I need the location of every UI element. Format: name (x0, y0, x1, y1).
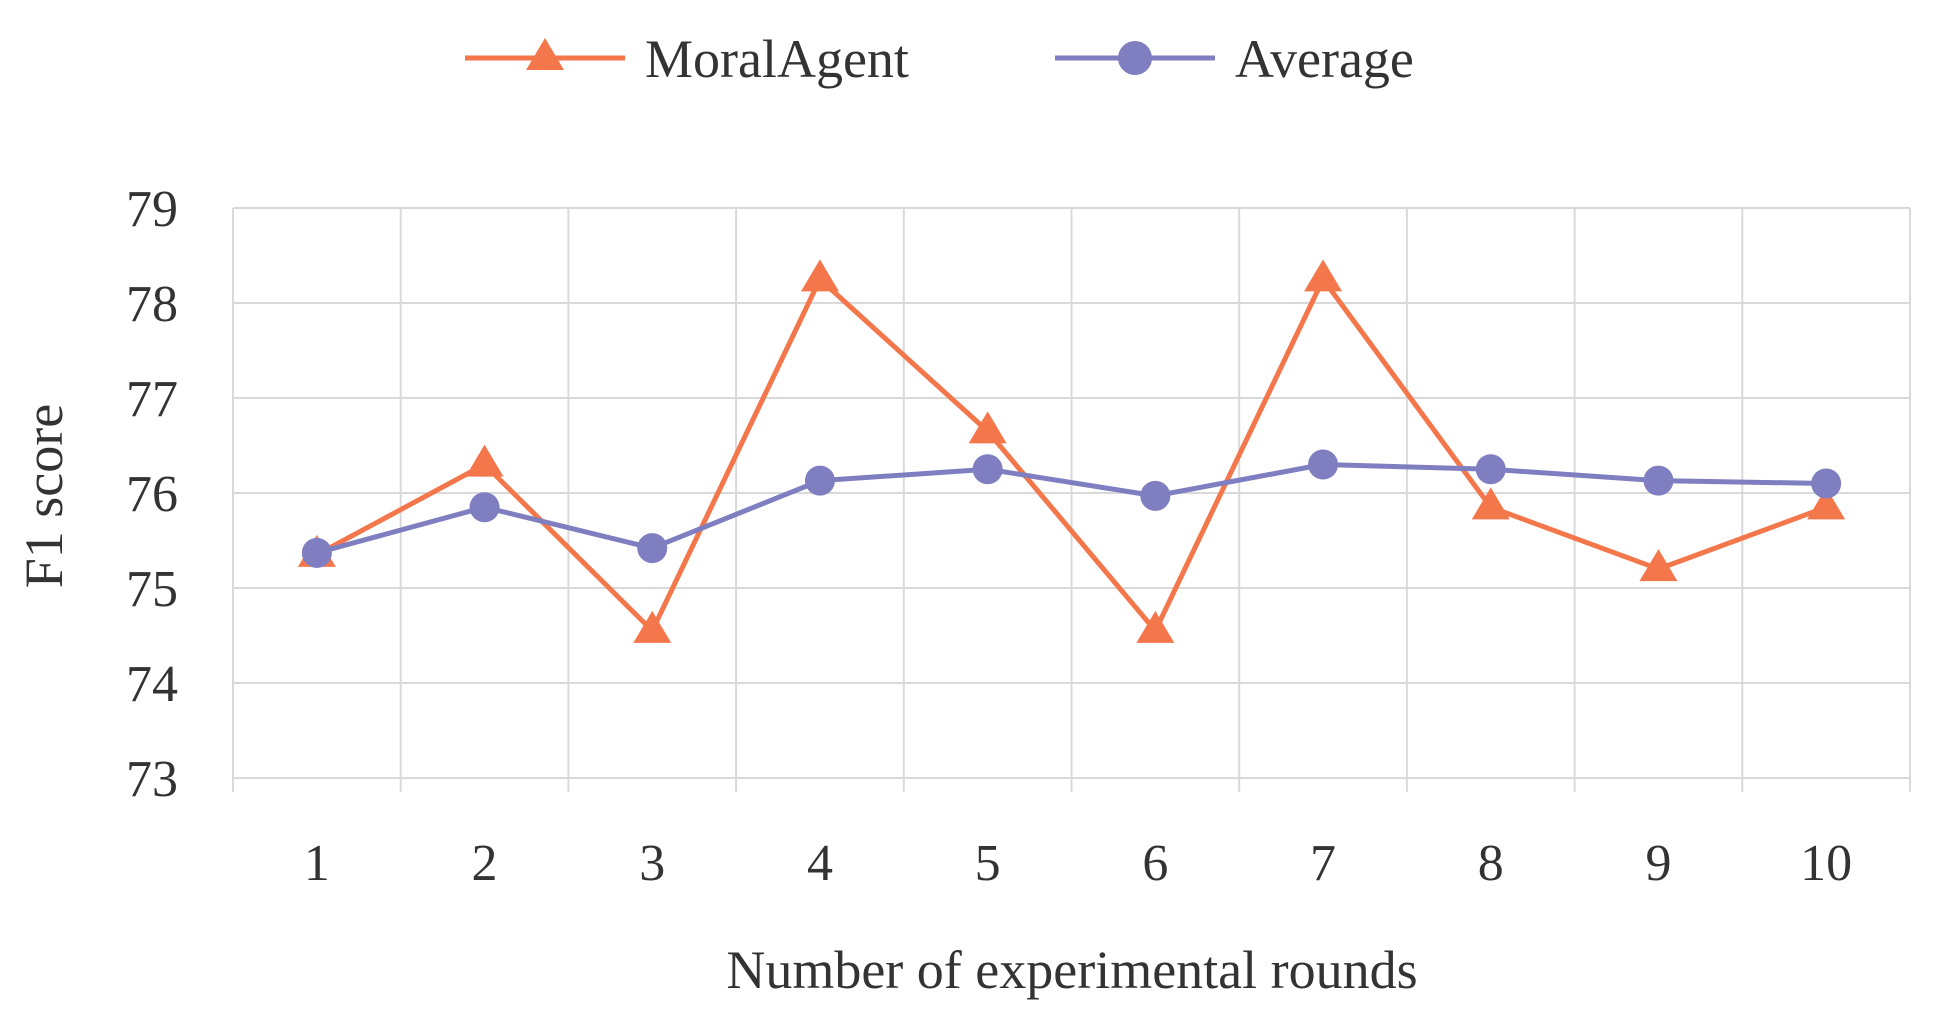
data-point-moralagent (800, 259, 839, 292)
legend: MoralAgent Average (465, 29, 1414, 89)
data-point-average (637, 533, 668, 564)
x-tick-label: 5 (975, 835, 1001, 892)
legend-triangle-marker (526, 38, 564, 70)
legend-circle-marker (1118, 41, 1152, 75)
y-tick-label: 78 (126, 276, 178, 333)
x-tick-label: 3 (639, 835, 665, 892)
data-point-average (1140, 480, 1171, 511)
x-tick-label: 10 (1800, 835, 1852, 892)
data-point-average (1811, 468, 1842, 499)
data-point-average (469, 492, 500, 523)
data-point-average (1308, 449, 1339, 480)
x-tick-label: 4 (807, 835, 833, 892)
y-tick-label: 73 (126, 751, 178, 808)
data-point-average (804, 465, 835, 496)
series-line-moralagent (315, 276, 1828, 634)
y-axis-title: F1 score (14, 404, 74, 588)
y-tick-label: 76 (126, 466, 178, 523)
y-tick-label: 77 (126, 371, 178, 428)
x-tick-label: 7 (1310, 835, 1336, 892)
y-tick-label: 79 (126, 181, 178, 238)
data-point-moralagent (1136, 610, 1175, 643)
legend-label-moralagent: MoralAgent (645, 29, 909, 89)
y-tick-label: 75 (126, 561, 178, 618)
y-axis-ticks: 73 74 75 76 77 78 79 (126, 181, 178, 808)
data-point-average (972, 454, 1003, 485)
grid (232, 207, 1911, 792)
series-line-average (316, 462, 1827, 556)
x-tick-label: 6 (1142, 835, 1168, 892)
legend-label-average: Average (1235, 29, 1414, 89)
data-point-average (301, 537, 332, 568)
data-point-average (1643, 465, 1674, 496)
x-axis-title: Number of experimental rounds (726, 940, 1417, 1000)
series-lines (315, 276, 1828, 634)
x-tick-label: 9 (1645, 835, 1671, 892)
y-tick-label: 74 (126, 656, 178, 713)
data-point-moralagent (1471, 487, 1510, 520)
x-tick-label: 8 (1478, 835, 1504, 892)
x-axis-ticks: 1 2 3 4 5 6 7 8 9 10 (304, 835, 1852, 892)
data-point-moralagent (1807, 487, 1846, 520)
data-point-moralagent (465, 444, 504, 477)
series-markers (297, 259, 1846, 643)
data-point-moralagent (1639, 549, 1678, 582)
x-tick-label: 1 (304, 835, 330, 892)
data-point-moralagent (633, 610, 672, 643)
x-tick-label: 2 (472, 835, 498, 892)
data-point-moralagent (968, 411, 1007, 444)
data-point-average (1475, 454, 1506, 485)
data-point-moralagent (1304, 259, 1343, 292)
